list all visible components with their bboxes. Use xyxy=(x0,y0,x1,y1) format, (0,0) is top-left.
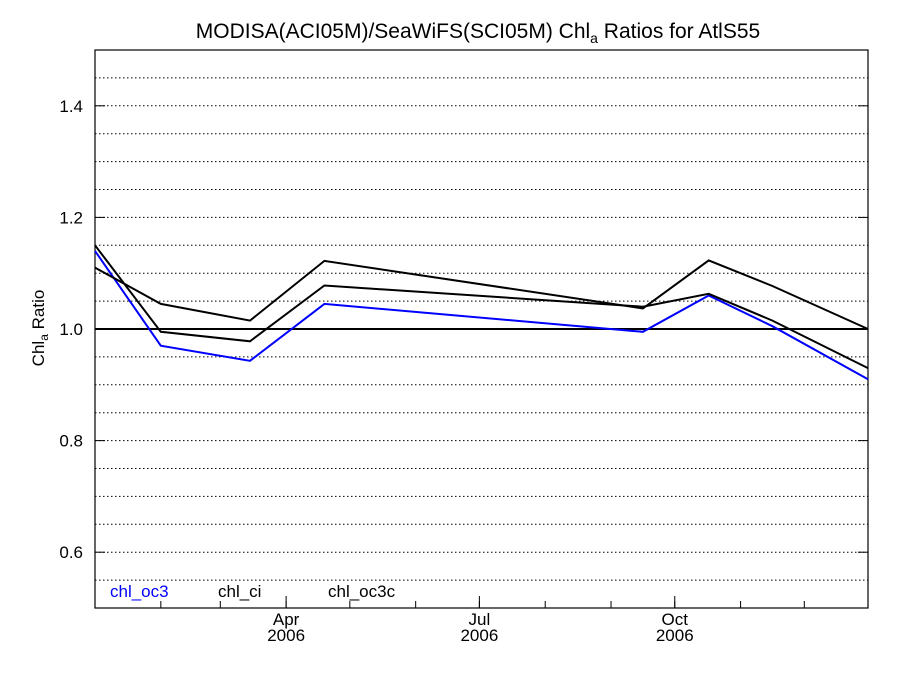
y-axis: 0.6 0.8 1.0 1.2 1.4 xyxy=(59,97,868,562)
legend: chl_oc3 chl_ci chl_oc3c xyxy=(110,582,396,601)
y-axis-label: Chla Ratio xyxy=(29,290,51,367)
chart-title-tail: Ratios for AtlS55 xyxy=(598,20,760,43)
y-tick-label: 1.2 xyxy=(59,208,83,227)
y-axis-label-main: Chl xyxy=(29,341,48,367)
series-line-chl_oc3c xyxy=(94,259,869,330)
x-tick-label-year: 2006 xyxy=(656,626,694,645)
legend-label-chl_oc3: chl_oc3 xyxy=(110,582,169,601)
legend-label-chl_oc3c: chl_oc3c xyxy=(328,582,396,601)
legend-label-chl_ci: chl_ci xyxy=(218,582,261,601)
x-tick-label-year: 2006 xyxy=(267,626,305,645)
y-tick-label: 0.6 xyxy=(59,543,83,562)
y-tick-label: 1.4 xyxy=(59,97,83,116)
series-lines xyxy=(94,244,869,381)
chart-title-subscript: a xyxy=(590,30,598,46)
x-tick-label-year: 2006 xyxy=(460,626,498,645)
y-axis-label-tail: Ratio xyxy=(29,290,48,334)
x-tick-label-month: Oct xyxy=(662,610,689,629)
chart-title-main: MODISA(ACI05M)/SeaWiFS(SCI05M) Chl xyxy=(196,20,590,43)
y-tick-label: 0.8 xyxy=(59,432,83,451)
x-tick-label-month: Jul xyxy=(469,610,491,629)
series-line-chl_oc3 xyxy=(94,250,869,381)
y-axis-label-subscript: a xyxy=(37,334,51,341)
chart-title: MODISA(ACI05M)/SeaWiFS(SCI05M) Chla Rati… xyxy=(196,20,760,46)
series-line-chl_ci xyxy=(94,244,869,369)
x-tick-label-month: Apr xyxy=(273,610,300,629)
y-tick-label: 1.0 xyxy=(59,320,83,339)
